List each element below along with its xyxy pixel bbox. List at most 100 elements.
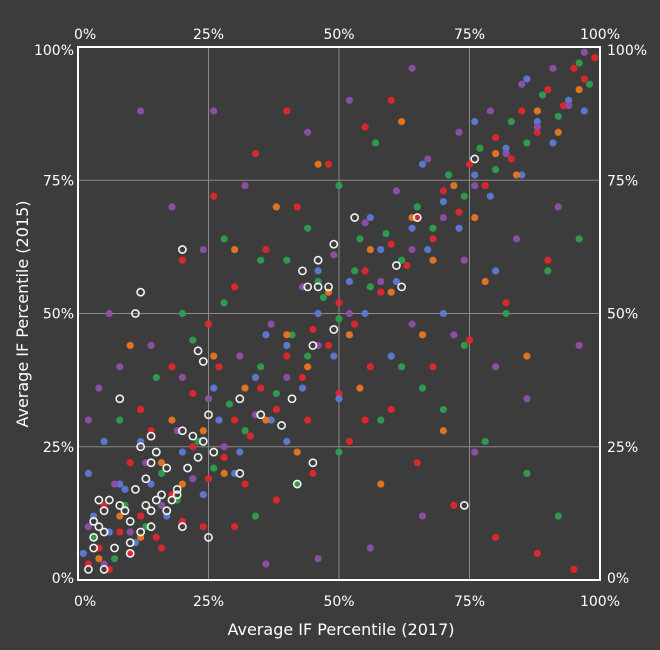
data-point-series-3	[565, 96, 573, 104]
data-point-series-4	[241, 181, 249, 190]
x-tick-label-bottom: 50%	[323, 594, 354, 610]
data-point-series-4	[502, 150, 510, 158]
data-point-series-3	[523, 75, 531, 83]
data-point-series-2	[116, 416, 124, 424]
data-point-series-2	[189, 336, 197, 344]
data-point-series-2	[413, 203, 421, 211]
data-point-series-4	[147, 341, 155, 350]
highlighted-point	[350, 213, 360, 222]
highlighted-point	[313, 282, 323, 292]
data-point-series-5	[554, 128, 562, 136]
y-tick-label-right: 50%	[607, 307, 638, 323]
data-point-series-4	[377, 277, 385, 286]
highlighted-point	[99, 564, 109, 574]
data-point-series-2	[351, 267, 359, 275]
data-point-series-4	[304, 128, 312, 136]
data-point-series-1	[204, 320, 213, 328]
data-point-series-1	[298, 373, 307, 382]
highlighted-point	[470, 154, 480, 164]
highlighted-point	[167, 495, 177, 505]
data-point-series-2	[304, 352, 312, 360]
data-point-series-5	[471, 213, 479, 222]
data-point-series-4	[220, 443, 228, 451]
data-point-series-1	[272, 405, 280, 414]
data-point-series-1	[152, 533, 160, 541]
data-point-series-5	[418, 331, 427, 339]
data-point-series-3	[283, 341, 291, 350]
data-point-series-3	[178, 448, 186, 456]
x-tick-label-top: 0%	[74, 27, 96, 43]
x-tick-label-top: 100%	[580, 27, 620, 43]
data-point-series-4	[210, 107, 218, 115]
highlighted-point	[141, 500, 151, 510]
highlighted-point	[136, 527, 146, 537]
data-point-series-3	[199, 491, 207, 499]
data-point-series-5	[366, 245, 374, 254]
highlighted-point	[89, 543, 99, 553]
data-point-series-2	[356, 235, 364, 243]
data-point-series-1	[492, 134, 500, 142]
data-point-series-2	[293, 480, 301, 488]
data-point-series-5	[157, 459, 166, 467]
data-point-series-1	[126, 549, 134, 557]
highlighted-point	[172, 490, 182, 500]
highlighted-point	[172, 484, 182, 494]
data-point-series-1	[387, 405, 395, 414]
data-point-series-3	[471, 171, 479, 179]
data-point-series-3	[84, 469, 93, 477]
data-point-series-1	[387, 96, 395, 104]
data-point-series-3	[100, 437, 108, 446]
data-point-series-5	[126, 341, 134, 350]
data-point-series-1	[403, 261, 411, 270]
data-point-series-4	[471, 448, 479, 456]
y-tick-label-left: 100%	[34, 43, 74, 59]
data-point-series-1	[126, 459, 134, 467]
data-point-series-1	[580, 75, 588, 83]
data-point-series-4	[105, 309, 113, 318]
data-point-series-5	[262, 416, 270, 424]
y-tick-label-left: 25%	[43, 440, 74, 456]
highlighted-point	[146, 506, 156, 516]
data-point-series-1	[507, 155, 515, 163]
data-point-series-4	[366, 544, 374, 552]
data-point-series-1	[429, 363, 437, 371]
data-point-series-3	[408, 224, 416, 232]
data-point-series-1	[351, 320, 359, 328]
data-point-series-4	[168, 203, 176, 211]
data-point-series-3	[345, 277, 354, 286]
data-point-series-2	[241, 427, 249, 435]
data-point-series-4	[314, 555, 322, 563]
highlighted-point	[162, 463, 172, 473]
data-point-series-1	[241, 480, 249, 488]
highlighted-point	[209, 447, 219, 457]
highlighted-point	[146, 522, 156, 532]
highlighted-point	[235, 394, 245, 404]
data-point-series-3	[361, 309, 369, 318]
highlighted-point	[146, 458, 156, 468]
data-point-series-1	[361, 267, 369, 275]
highlighted-point	[204, 532, 213, 542]
data-point-series-3	[549, 139, 557, 147]
data-point-series-1	[231, 416, 239, 424]
highlighted-point	[151, 495, 161, 505]
highlighted-point	[125, 516, 135, 526]
data-point-series-1	[324, 160, 333, 168]
highlighted-point	[198, 357, 208, 366]
data-point-series-2	[502, 309, 510, 318]
data-point-series-5	[304, 363, 312, 371]
data-point-series-5	[95, 555, 103, 563]
data-point-series-2	[481, 437, 489, 446]
data-point-series-3	[330, 352, 338, 360]
data-point-series-4	[345, 96, 354, 104]
data-point-series-5	[314, 160, 322, 168]
data-point-series-2	[439, 405, 447, 414]
data-point-series-2	[460, 341, 468, 350]
data-point-series-4	[157, 501, 166, 509]
highlighted-point	[141, 474, 151, 484]
data-point-series-4	[580, 48, 588, 56]
data-point-series-1	[335, 299, 343, 307]
highlighted-point	[89, 516, 99, 526]
highlighted-point	[204, 410, 213, 420]
data-point-series-4	[533, 123, 541, 131]
